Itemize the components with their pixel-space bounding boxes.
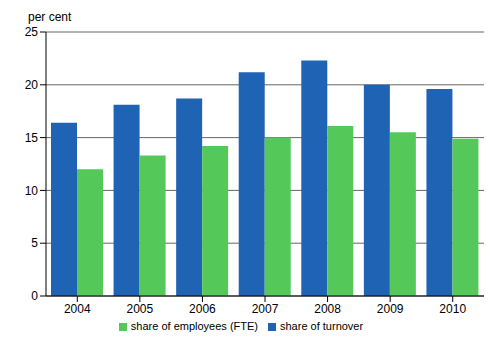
svg-text:10: 10 bbox=[25, 184, 39, 198]
svg-text:2010: 2010 bbox=[439, 302, 466, 316]
html-text:per cent: per cent bbox=[28, 10, 72, 24]
svg-text:2005: 2005 bbox=[127, 302, 154, 316]
svg-text:0: 0 bbox=[31, 289, 38, 303]
html-text:share of employees (FTE): share of employees (FTE) bbox=[130, 320, 258, 332]
svg-text:25: 25 bbox=[25, 25, 39, 39]
svg-text:2007: 2007 bbox=[252, 302, 279, 316]
svg-text:2008: 2008 bbox=[314, 302, 341, 316]
html-text:share of turnover: share of turnover bbox=[280, 320, 364, 332]
svg-text:2006: 2006 bbox=[189, 302, 216, 316]
svg-text:2004: 2004 bbox=[64, 302, 91, 316]
svg-text:15: 15 bbox=[25, 131, 39, 145]
svg-text:20: 20 bbox=[25, 78, 39, 92]
svg-text:2009: 2009 bbox=[377, 302, 404, 316]
svg-text:5: 5 bbox=[31, 236, 38, 250]
